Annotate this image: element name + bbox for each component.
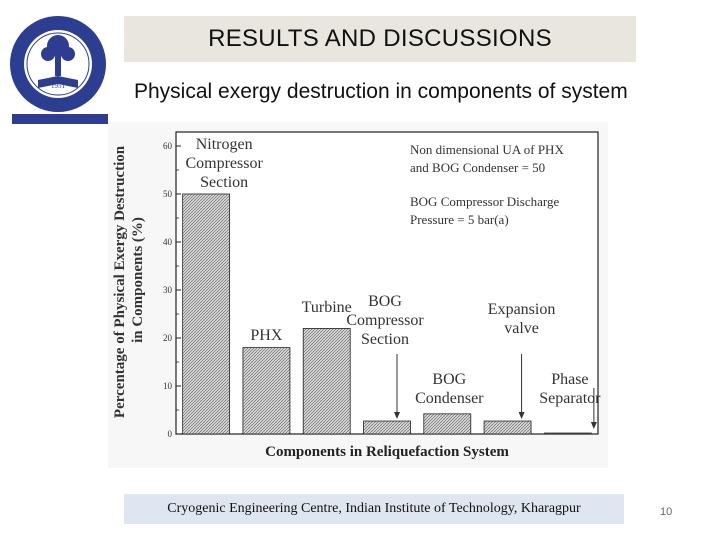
annotation-arrow-head bbox=[518, 412, 525, 420]
category-label: BOG bbox=[368, 293, 402, 310]
y-axis-label: Percentage of Physical Exergy Destructio… bbox=[112, 145, 128, 418]
y-tick-label: 10 bbox=[163, 381, 173, 391]
page-number: 10 bbox=[660, 506, 673, 518]
category-label: Expansion bbox=[488, 301, 556, 318]
y-tick-label: 30 bbox=[163, 285, 173, 295]
bar-0 bbox=[182, 193, 231, 435]
iit-kharagpur-emblem-icon: 1951 bbox=[10, 16, 108, 124]
chart-annotation: BOG Compressor Discharge bbox=[410, 194, 559, 209]
x-axis-label: Components in Reliquefaction System bbox=[265, 444, 509, 460]
y-tick-label: 0 bbox=[168, 429, 173, 439]
y-tick-label: 40 bbox=[163, 237, 173, 247]
bar-2 bbox=[302, 327, 351, 435]
category-label: Separator bbox=[539, 390, 601, 407]
category-label: Compressor bbox=[185, 155, 263, 172]
slide-title-box: RESULTS AND DISCUSSIONS bbox=[124, 16, 636, 62]
bar-6 bbox=[543, 432, 592, 435]
category-label: Nitrogen bbox=[196, 136, 253, 153]
bar-4 bbox=[423, 413, 472, 435]
iit-kharagpur-logo: 1951 bbox=[6, 8, 114, 126]
slide-title: RESULTS AND DISCUSSIONS bbox=[208, 25, 552, 52]
category-label: PHX bbox=[250, 327, 282, 344]
category-label: Section bbox=[361, 331, 409, 348]
chart-container: 0 10 20 30 40 50 60 Nitrogen Compressor Section P… bbox=[108, 122, 608, 468]
category-label: BOG bbox=[432, 371, 466, 388]
category-label: Compressor bbox=[346, 312, 424, 329]
chart-annotation: Non dimensional UA of PHX bbox=[410, 142, 564, 157]
logo-year: 1951 bbox=[51, 82, 66, 90]
category-label: Section bbox=[200, 174, 248, 191]
bar-1 bbox=[242, 347, 291, 435]
chart-annotation: Pressure = 5 bar(a) bbox=[410, 212, 509, 227]
bar-3 bbox=[363, 420, 411, 435]
y-axis-label: in Components (%) bbox=[130, 217, 146, 343]
annotation-arrow-head bbox=[394, 412, 400, 420]
category-label: Condenser bbox=[415, 390, 484, 407]
y-tick-label: 50 bbox=[163, 189, 173, 199]
bar-5 bbox=[483, 420, 532, 435]
slide-subtitle: Physical exergy destruction in component… bbox=[134, 80, 628, 103]
y-tick-label: 20 bbox=[163, 333, 173, 343]
category-label: Phase bbox=[551, 371, 588, 388]
exergy-bar-chart: 0 10 20 30 40 50 60 Nitrogen Compressor Section P… bbox=[112, 131, 601, 460]
y-tick-label: 60 bbox=[163, 141, 173, 151]
chart-annotation: and BOG Condenser = 50 bbox=[410, 160, 545, 175]
category-label: valve bbox=[504, 320, 539, 337]
footer-box: Cryogenic Engineering Centre, Indian Ins… bbox=[124, 494, 624, 524]
category-label: Turbine bbox=[302, 299, 352, 316]
footer-text: Cryogenic Engineering Centre, Indian Ins… bbox=[167, 501, 581, 516]
annotation-arrow-head bbox=[590, 422, 597, 430]
